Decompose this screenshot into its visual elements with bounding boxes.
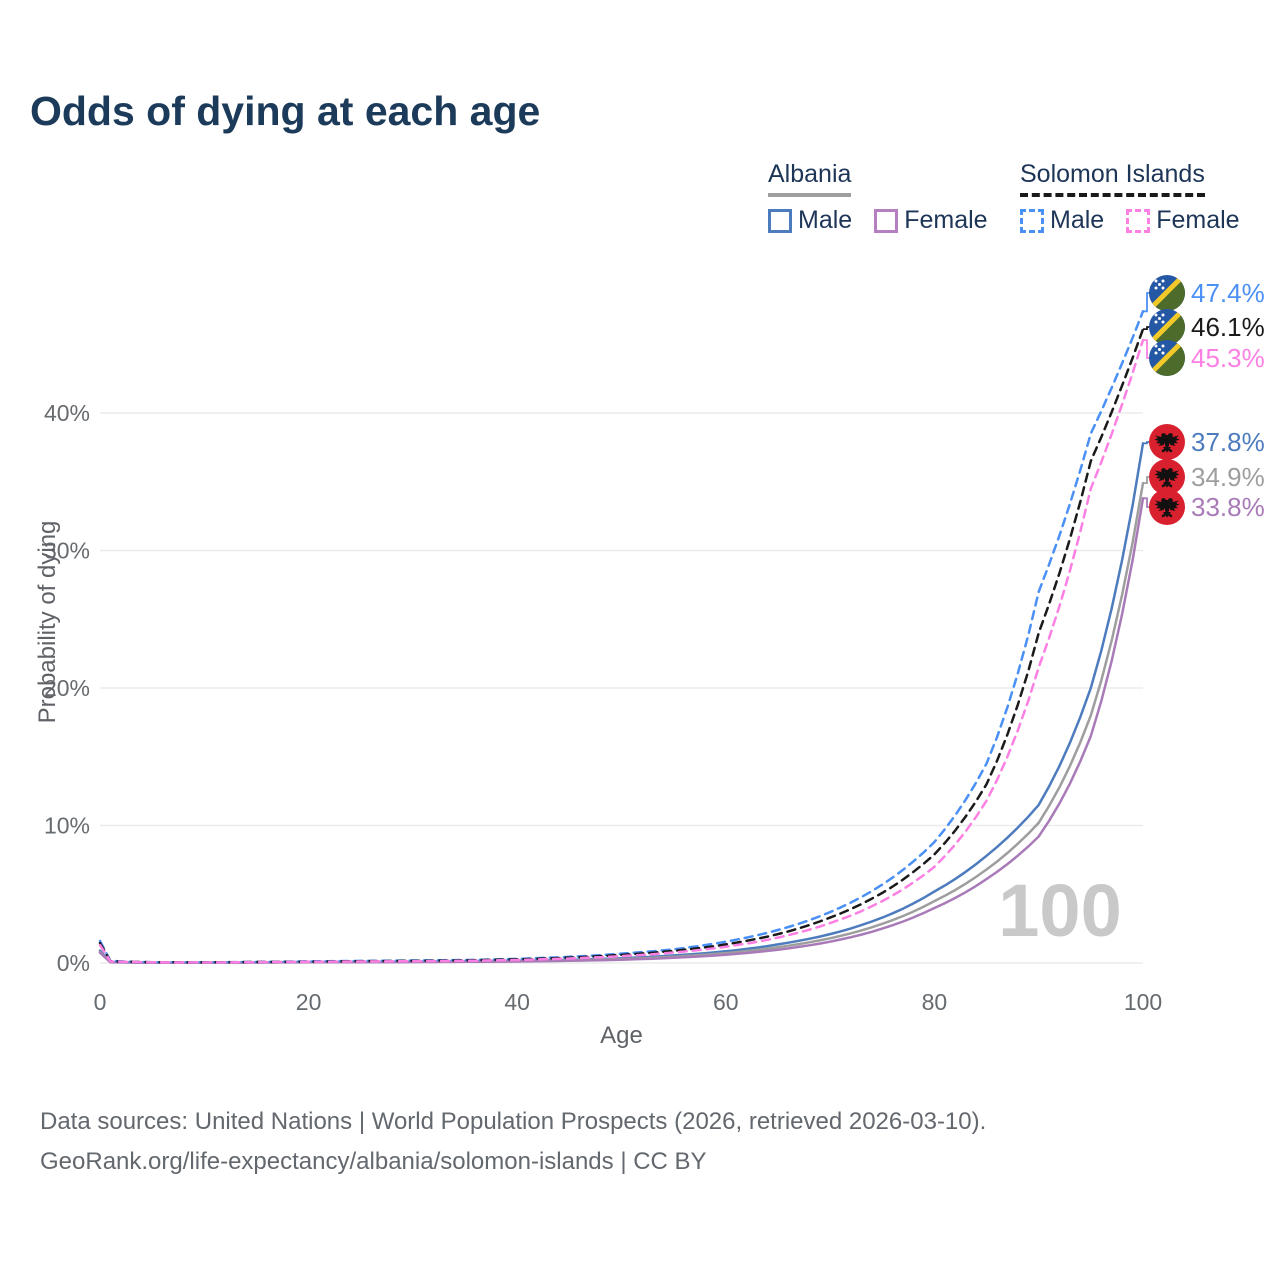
chart-canvas: 0% 10% 20% 30% 40% 0 20 40 60 80 100 [44, 292, 1162, 1015]
end-label-value: 34.9% [1191, 461, 1265, 492]
albania-flag-icon [1149, 424, 1185, 460]
albania-flag-icon [1149, 489, 1185, 525]
solomon-islands-flag-icon [1149, 340, 1185, 376]
end-label-value: 33.8% [1191, 491, 1265, 522]
x-axis-title: Age [600, 1022, 643, 1049]
legend-item-label: Female [1156, 206, 1240, 234]
legend-group-solomon-islands: Solomon Islands Male Female [1020, 160, 1240, 235]
albania-eagle-art [1154, 498, 1180, 518]
legend-item-solomon-female[interactable]: Female [1126, 206, 1240, 235]
age-counter-watermark: 100 [998, 869, 1122, 952]
y-tick-label: 40% [44, 400, 90, 426]
x-tick-label: 100 [1124, 989, 1162, 1015]
solomon-islands-flag-art [1149, 340, 1185, 376]
series-line-solomon-islands-male [98, 310, 1145, 964]
solomon-islands-flag-art [1149, 275, 1185, 311]
end-label-value: 45.3% [1191, 342, 1265, 373]
end-label-albania-both: 34.9% [1149, 459, 1265, 495]
legend-group-solomon-islands-title: Solomon Islands [1020, 160, 1205, 197]
end-label-value: 37.8% [1191, 426, 1265, 457]
y-tick-label: 0% [57, 950, 90, 976]
page-title: Odds of dying at each age [30, 88, 541, 134]
x-tick-label: 60 [713, 989, 739, 1015]
solomon-female-swatch-icon [1126, 208, 1151, 233]
y-tick-label: 10% [44, 813, 90, 839]
legend-item-solomon-male[interactable]: Male [1020, 206, 1104, 235]
solomon-islands-flag-icon [1149, 275, 1185, 311]
x-tick-label: 20 [296, 989, 322, 1015]
end-label-value: 47.4% [1191, 277, 1265, 308]
legend-item-label: Male [1050, 206, 1105, 234]
end-label-solomon-male: 47.4% [1149, 275, 1265, 311]
data-sources-text: Data sources: United Nations | World Pop… [40, 1108, 987, 1135]
albania-male-swatch-icon [768, 208, 792, 233]
end-label-solomon-both: 46.1% [1149, 309, 1265, 345]
legend-group-albania-title: Albania [768, 160, 852, 197]
x-tick-label: 0 [94, 989, 107, 1015]
albania-female-swatch-icon [874, 208, 899, 233]
legend-group-albania: Albania Male Female [768, 160, 988, 235]
legend-item-albania-female[interactable]: Female [874, 206, 988, 235]
end-label-value: 46.1% [1191, 311, 1265, 342]
legend-item-label: Female [904, 206, 988, 234]
legend-item-albania-male[interactable]: Male [768, 206, 852, 235]
legend-item-label: Male [798, 206, 853, 234]
y-tick-label: 20% [44, 675, 90, 701]
solomon-male-swatch-icon [1020, 208, 1044, 233]
y-tick-label: 30% [44, 538, 90, 564]
attribution-text: GeoRank.org/life-expectancy/albania/solo… [40, 1148, 707, 1175]
end-label-albania-male: 37.8% [1149, 424, 1265, 460]
albania-eagle-art [1154, 433, 1180, 453]
albania-flag-icon [1149, 459, 1185, 495]
series-line-solomon-islands-female [98, 338, 1145, 964]
albania-eagle-art [1154, 468, 1180, 488]
y-axis-title: Probability of dying [34, 520, 61, 724]
end-label-solomon-female: 45.3% [1149, 340, 1265, 376]
solomon-islands-flag-icon [1149, 309, 1185, 345]
x-tick-label: 80 [922, 989, 948, 1015]
x-tick-label: 40 [504, 989, 530, 1015]
end-label-albania-female: 33.8% [1149, 489, 1265, 525]
